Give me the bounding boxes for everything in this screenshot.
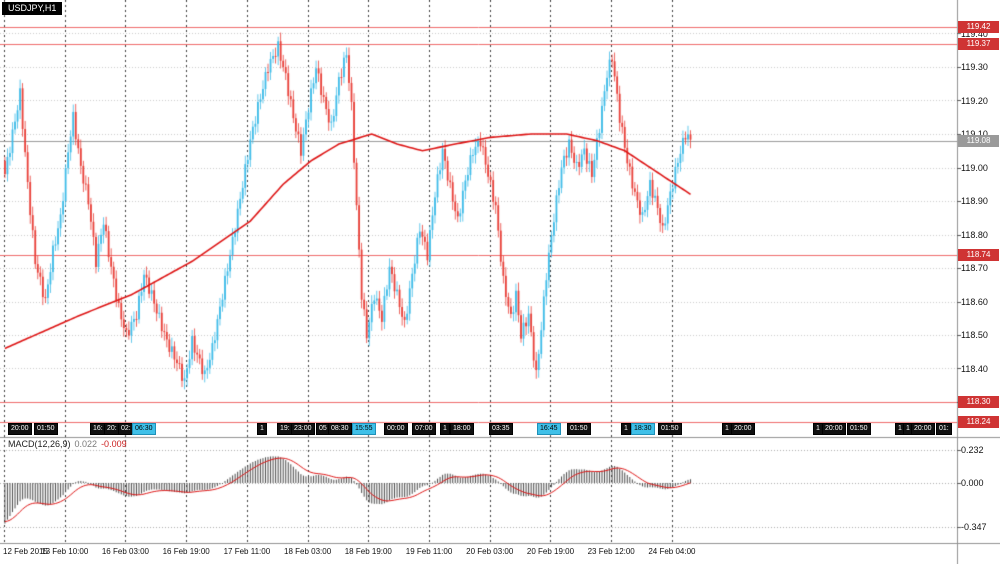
level-price-badge[interactable]: 118.24 (958, 416, 999, 429)
chart-title-box: USDJPY,H1 (2, 2, 63, 15)
time-axis-label: 18 Feb 19:00 (344, 547, 392, 556)
annotation-box[interactable]: 16:45 (537, 423, 561, 435)
time-axis-label: 23 Feb 12:00 (587, 547, 635, 556)
annotation-box[interactable]: 1 (440, 423, 450, 435)
macd-axis-label: -0.347 (961, 522, 987, 532)
annotation-box[interactable]: 23:00 (291, 423, 315, 435)
annotation-box[interactable]: 01: (936, 423, 952, 435)
level-price-badge[interactable]: 118.74 (958, 248, 999, 261)
annotation-box[interactable]: 20:00 (8, 423, 32, 435)
time-axis-label: 13 Feb 10:00 (41, 547, 89, 556)
macd-value: 0.022 (74, 439, 98, 449)
price-axis-label: 119.20 (961, 95, 988, 106)
annotation-box[interactable]: 1 (257, 423, 267, 435)
macd-indicator-label: MACD(12,26,9) 0.022 -0.009 (8, 439, 127, 449)
time-axis-label: 17 Feb 11:00 (223, 547, 271, 556)
current-price-badge: 119.08 (958, 134, 999, 147)
annotation-box[interactable]: 15:55 (352, 423, 376, 435)
macd-signal-value: -0.009 (101, 439, 127, 449)
annotation-box[interactable]: 01:50 (847, 423, 871, 435)
time-axis-label: 16 Feb 03:00 (101, 547, 150, 556)
annotation-box[interactable]: 19: (277, 423, 293, 435)
price-axis-label: 118.50 (961, 330, 988, 340)
annotation-box[interactable]: 05 (316, 423, 330, 435)
level-price-badge[interactable]: 118.30 (958, 396, 999, 408)
price-axis-label: 118.40 (961, 363, 988, 374)
annotation-box[interactable]: 18:30 (631, 423, 655, 435)
macd-name: MACD(12,26,9) (8, 439, 71, 449)
price-axis-label: 119.30 (961, 62, 988, 72)
level-price-badge[interactable]: 119.37 (958, 37, 999, 50)
price-axis-label: 118.80 (961, 229, 988, 240)
price-axis-label: 118.60 (961, 296, 988, 307)
macd-axis-label: 0.232 (961, 445, 984, 455)
annotation-box[interactable]: 08:30 (328, 423, 352, 435)
annotation-box[interactable]: 20:00 (822, 423, 846, 435)
time-axis-label: 24 Feb 04:00 (648, 547, 696, 556)
annotation-box[interactable]: 03:35 (489, 423, 513, 435)
annotation-box[interactable]: 18:00 (450, 423, 474, 435)
time-axis-label: 16 Feb 19:00 (162, 547, 210, 556)
price-axis-label: 118.90 (961, 196, 988, 206)
time-axis-label: 19 Feb 11:00 (405, 547, 453, 556)
annotation-box[interactable]: 01:50 (567, 423, 591, 435)
level-price-badge[interactable]: 119.42 (958, 20, 999, 33)
price-axis-label: 119.10 (961, 129, 988, 139)
price-axis-label: 118.70 (961, 263, 988, 273)
macd-axis-label: 0.000 (961, 478, 984, 488)
price-axis-label: 119.00 (961, 162, 988, 173)
time-axis-label: 20 Feb 19:00 (526, 547, 575, 556)
annotation-box[interactable]: 01:50 (34, 423, 58, 435)
annotation-box[interactable]: 20:00 (731, 423, 755, 435)
annotation-box[interactable]: 20:00 (911, 423, 935, 435)
annotation-box[interactable]: 07:00 (412, 423, 436, 435)
time-axis-label: 20 Feb 03:00 (466, 547, 514, 556)
chart-title: USDJPY,H1 (8, 3, 57, 13)
annotation-box[interactable]: 00:00 (384, 423, 408, 435)
time-axis-label: 12 Feb 2015 (3, 547, 48, 556)
annotation-box[interactable]: 06:30 (132, 423, 156, 435)
time-axis-label: 18 Feb 03:00 (284, 547, 332, 556)
annotation-box[interactable]: 1 (621, 423, 631, 435)
price-axis-label: 119.40 (961, 28, 988, 39)
annotation-box[interactable]: 01:50 (658, 423, 682, 435)
